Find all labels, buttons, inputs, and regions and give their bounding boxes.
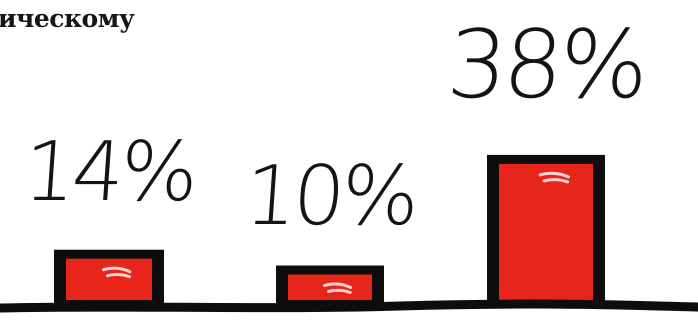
chart-baseline bbox=[0, 299, 698, 313]
bar-highlight-3 bbox=[538, 171, 570, 184]
bar-2 bbox=[288, 274, 372, 300]
bar-3 bbox=[499, 163, 593, 300]
bar-highlight-1 bbox=[102, 266, 132, 279]
bars-group bbox=[54, 154, 605, 305]
bar-1 bbox=[66, 258, 152, 300]
value-label-2: 10% bbox=[241, 148, 419, 244]
value-label-1: 14% bbox=[20, 124, 198, 220]
chart-title-fragment: ическому bbox=[0, 4, 135, 33]
bar-highlight-2 bbox=[323, 282, 353, 294]
value-label-3: 38% bbox=[443, 10, 649, 120]
